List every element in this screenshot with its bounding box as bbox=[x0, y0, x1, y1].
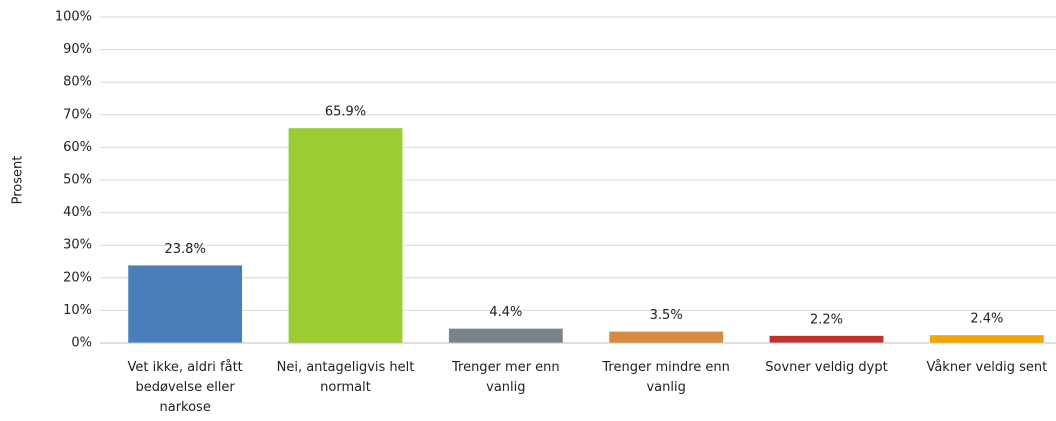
bar bbox=[609, 331, 724, 343]
bar bbox=[769, 335, 884, 343]
x-tick-label: Vet ikke, aldri fått bedøvelse eller nar… bbox=[127, 360, 243, 415]
y-tick-label: 60% bbox=[63, 140, 92, 155]
x-tick-label: Trenger mindre enn vanlig bbox=[602, 360, 730, 395]
value-label: 2.4% bbox=[970, 312, 1003, 327]
y-tick-label: 100% bbox=[55, 10, 92, 25]
y-axis-label: Prosent bbox=[11, 156, 26, 205]
y-tick-label: 70% bbox=[63, 107, 92, 122]
bar bbox=[448, 328, 563, 343]
value-label: 65.9% bbox=[325, 105, 366, 120]
y-tick-label: 80% bbox=[63, 75, 92, 90]
y-tick-label: 30% bbox=[63, 238, 92, 253]
x-tick-label: Sovner veldig dypt bbox=[765, 360, 888, 375]
x-tick-label: Våkner veldig sent bbox=[926, 360, 1048, 375]
bar bbox=[929, 335, 1044, 343]
bar bbox=[288, 128, 403, 343]
value-label: 23.8% bbox=[165, 242, 206, 257]
bar bbox=[128, 265, 243, 343]
value-label: 3.5% bbox=[650, 308, 683, 323]
value-label: 2.2% bbox=[810, 312, 843, 327]
y-tick-label: 50% bbox=[63, 173, 92, 188]
y-tick-label: 40% bbox=[63, 205, 92, 220]
value-label: 4.4% bbox=[489, 305, 522, 320]
x-tick-label: Nei, antageligvis helt normalt bbox=[276, 360, 415, 395]
x-tick-label: Trenger mer enn vanlig bbox=[451, 360, 560, 395]
y-tick-label: 90% bbox=[63, 42, 92, 57]
y-tick-label: 10% bbox=[63, 303, 92, 318]
y-tick-label: 20% bbox=[63, 270, 92, 285]
y-tick-label: 0% bbox=[71, 336, 92, 351]
